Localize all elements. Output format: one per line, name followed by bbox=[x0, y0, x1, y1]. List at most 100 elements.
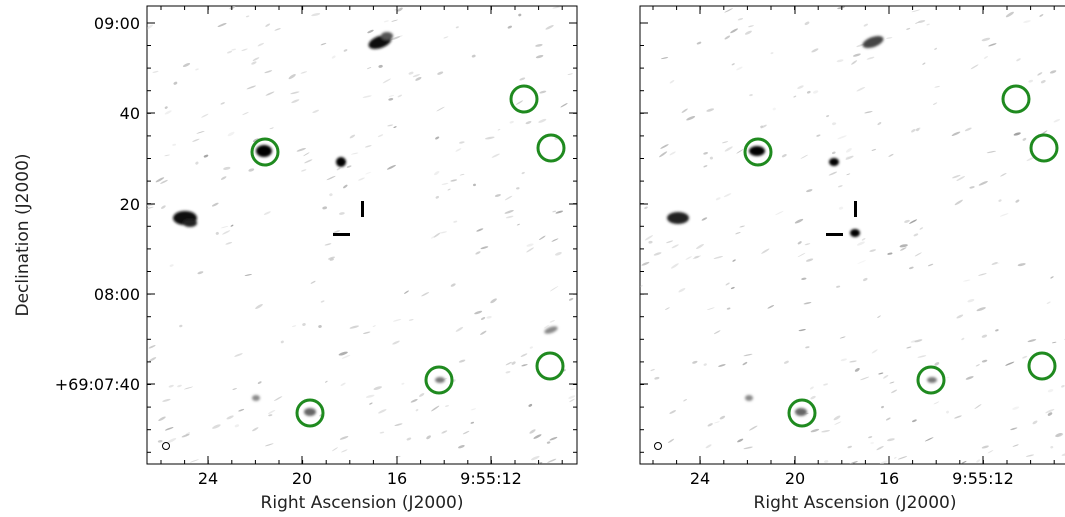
noise-speck bbox=[703, 363, 707, 366]
noise-speck bbox=[538, 118, 547, 123]
noise-speck bbox=[981, 37, 991, 42]
noise-speck bbox=[318, 325, 322, 328]
noise-speck bbox=[954, 415, 962, 419]
noise-speck bbox=[273, 396, 283, 402]
noise-speck bbox=[458, 445, 465, 449]
noise-speck bbox=[770, 52, 774, 55]
noise-speck bbox=[393, 35, 403, 39]
noise-speck bbox=[917, 355, 927, 358]
noise-speck bbox=[871, 148, 877, 151]
noise-speck bbox=[311, 13, 321, 17]
noise-speck bbox=[644, 206, 648, 210]
noise-speck bbox=[742, 362, 748, 366]
noise-speck bbox=[809, 386, 814, 390]
noise-speck bbox=[956, 175, 966, 182]
noise-speck bbox=[974, 404, 982, 410]
noise-speck bbox=[735, 231, 741, 235]
noise-speck bbox=[1022, 137, 1027, 141]
noise-speck bbox=[669, 80, 675, 84]
noise-speck bbox=[857, 260, 866, 265]
noise-speck bbox=[640, 285, 643, 288]
noise-speck bbox=[382, 78, 391, 84]
noise-speck bbox=[431, 405, 440, 412]
noise-speck bbox=[644, 235, 653, 241]
noise-speck bbox=[715, 197, 721, 201]
noise-speck bbox=[435, 136, 440, 140]
noise-speck bbox=[288, 74, 296, 80]
noise-speck bbox=[320, 300, 325, 303]
noise-speck bbox=[212, 424, 221, 429]
noise-speck bbox=[300, 71, 308, 74]
noise-speck bbox=[732, 259, 736, 262]
noise-speck bbox=[406, 437, 412, 441]
beam-ellipse bbox=[654, 442, 662, 450]
noise-speck bbox=[739, 225, 746, 228]
noise-speck bbox=[547, 458, 557, 463]
noise-speck bbox=[911, 9, 921, 13]
noise-speck bbox=[849, 461, 858, 464]
beam-ellipse bbox=[162, 442, 170, 450]
left-panel: 24 20 16 9:55:12 09:00 40 20 08:00 +69:0… bbox=[13, 5, 578, 513]
noise-speck bbox=[749, 94, 753, 97]
noise-speck bbox=[798, 329, 806, 332]
noise-speck bbox=[358, 177, 365, 181]
noise-speck bbox=[474, 310, 483, 315]
noise-speck bbox=[533, 434, 542, 439]
source-b bbox=[336, 157, 346, 167]
noise-speck bbox=[915, 127, 921, 131]
noise-speck bbox=[346, 165, 352, 168]
faint-source-2 bbox=[795, 408, 807, 416]
noise-speck bbox=[1050, 445, 1054, 449]
noise-speck bbox=[439, 231, 448, 234]
source-c bbox=[667, 212, 689, 224]
noise-speck bbox=[744, 30, 752, 35]
noise-speck bbox=[497, 128, 501, 131]
noise-speck bbox=[995, 329, 999, 332]
noise-speck bbox=[1028, 79, 1034, 83]
noise-speck bbox=[650, 368, 655, 372]
noise-speck bbox=[248, 168, 255, 172]
left-minor-ticks bbox=[147, 6, 577, 464]
noise-speck bbox=[987, 450, 994, 454]
noise-speck bbox=[161, 205, 166, 209]
noise-speck bbox=[749, 425, 758, 431]
noise-speck bbox=[434, 171, 440, 176]
noise-speck bbox=[696, 243, 704, 250]
noise-speck bbox=[408, 71, 414, 75]
noise-speck bbox=[516, 187, 520, 190]
noise-speck bbox=[806, 90, 811, 94]
noise-speck bbox=[678, 288, 686, 293]
noise-speck bbox=[183, 386, 194, 390]
noise-speck bbox=[863, 277, 868, 282]
noise-speck bbox=[265, 91, 275, 96]
noise-speck bbox=[211, 202, 219, 207]
noise-speck bbox=[320, 42, 327, 46]
noise-speck bbox=[1047, 389, 1054, 393]
noise-speck bbox=[803, 302, 812, 305]
noise-speck bbox=[234, 424, 240, 428]
marker-circle bbox=[250, 137, 280, 167]
noise-speck bbox=[269, 127, 274, 130]
marker-circle bbox=[509, 84, 539, 114]
faint-source-1 bbox=[927, 377, 937, 383]
noise-speck bbox=[263, 211, 271, 215]
noise-speck bbox=[296, 147, 306, 152]
noise-speck bbox=[242, 111, 249, 116]
noise-speck bbox=[535, 54, 544, 59]
noise-speck bbox=[975, 364, 980, 367]
noise-speck bbox=[888, 153, 894, 157]
noise-speck bbox=[257, 42, 264, 47]
noise-speck bbox=[909, 219, 918, 224]
noise-speck bbox=[886, 438, 895, 442]
noise-speck bbox=[924, 437, 934, 442]
source-a bbox=[749, 146, 765, 156]
crosshair-horizontal bbox=[333, 233, 350, 236]
noise-speck bbox=[338, 351, 348, 356]
noise-speck bbox=[223, 166, 231, 170]
noise-speck bbox=[934, 362, 940, 366]
noise-speck bbox=[455, 326, 464, 332]
noise-speck bbox=[991, 261, 998, 266]
noise-speck bbox=[520, 353, 528, 357]
noise-speck bbox=[804, 21, 810, 25]
noise-speck bbox=[245, 15, 250, 18]
